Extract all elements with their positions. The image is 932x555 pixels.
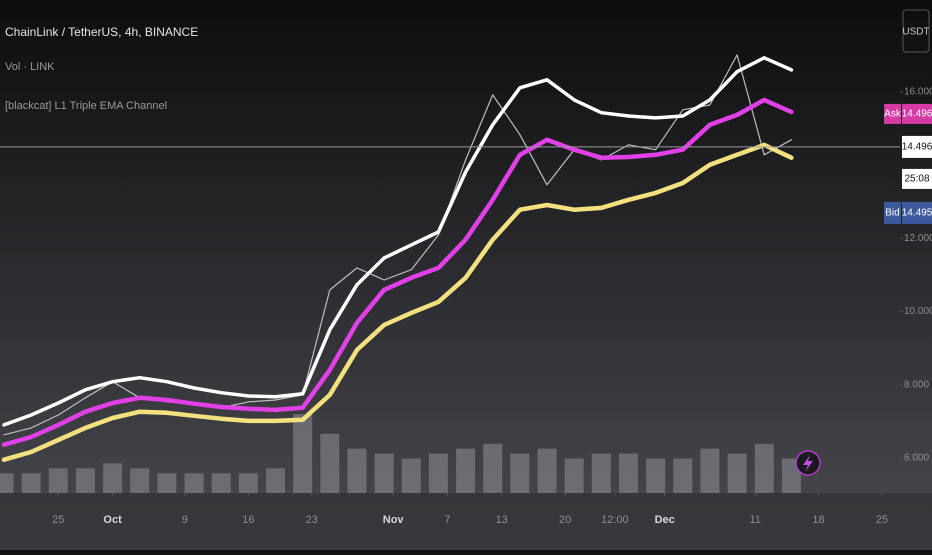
y-tick-label: 6.000 bbox=[904, 453, 929, 464]
volume-bar bbox=[483, 443, 503, 493]
ask-label-box bbox=[884, 103, 901, 124]
countdown-box bbox=[902, 168, 932, 189]
volume-bar bbox=[130, 468, 150, 493]
x-tick-label: 18 bbox=[812, 514, 824, 526]
ema-line bbox=[1, 142, 794, 462]
indicator-label: [blackcat] L1 Triple EMA Channel bbox=[5, 100, 167, 112]
currency-label[interactable]: USDT bbox=[902, 27, 929, 38]
y-tick-label: 8.000 bbox=[904, 379, 929, 390]
volume-bar bbox=[347, 448, 367, 493]
alert-bolt bbox=[803, 455, 813, 472]
bid-value: 14.495 bbox=[902, 208, 932, 219]
volume-bar bbox=[21, 473, 41, 493]
volume-bar bbox=[211, 473, 231, 493]
volume-bar bbox=[401, 458, 421, 493]
volume-bar bbox=[754, 443, 774, 493]
x-tick-label: 7 bbox=[444, 514, 450, 526]
ask-label: Ask bbox=[884, 109, 902, 120]
axes: 6.000 8.000 10.000 12.000 16.000 25 Oct 9 16 23 No… bbox=[52, 87, 932, 526]
x-tick-label: 12:00 bbox=[601, 514, 629, 526]
volume-bar bbox=[293, 414, 313, 493]
volume-bar bbox=[646, 458, 666, 493]
x-tick-label: 20 bbox=[559, 514, 571, 526]
volume-bar bbox=[265, 468, 286, 493]
bid-value-box bbox=[902, 201, 932, 224]
ask-value-box bbox=[902, 103, 932, 124]
x-tick-label: 23 bbox=[306, 514, 318, 526]
countdown: 25:08 bbox=[904, 174, 929, 185]
volume-bar bbox=[184, 473, 204, 493]
volume-bar bbox=[510, 453, 530, 493]
volume-bar bbox=[618, 453, 638, 493]
volume-bar bbox=[456, 448, 476, 493]
y-tick-label: 10.000 bbox=[904, 306, 932, 317]
y-tick-label: 12.000 bbox=[904, 233, 932, 244]
chart-title: ChainLink / TetherUS, 4h, BINANCE bbox=[5, 25, 198, 39]
volume-label: Vol · LINK bbox=[5, 61, 55, 73]
bid-label: Bid bbox=[885, 208, 899, 219]
volume-bar bbox=[428, 453, 448, 493]
volume-bar bbox=[537, 448, 557, 493]
volume-bar bbox=[0, 473, 14, 493]
price-line bbox=[3, 54, 792, 436]
volume-bar bbox=[673, 458, 693, 493]
volume-bar bbox=[103, 463, 123, 493]
volume-bar bbox=[727, 453, 747, 493]
x-tick-label: 11 bbox=[749, 514, 760, 526]
x-tick-label: 25 bbox=[876, 514, 888, 526]
volume-bar bbox=[320, 433, 340, 493]
last-price-box bbox=[902, 135, 932, 158]
volume-bar bbox=[564, 458, 584, 493]
x-tick-label: 25 bbox=[52, 514, 64, 526]
x-tick-label: Dec bbox=[655, 514, 675, 526]
x-tick-label: Oct bbox=[103, 514, 122, 526]
last-price: 14.496 bbox=[902, 142, 932, 153]
volume-bar bbox=[374, 453, 394, 493]
ema-line bbox=[2, 56, 794, 427]
x-tick-label: 13 bbox=[496, 514, 508, 526]
bid-label-box bbox=[884, 201, 901, 224]
volume-bar bbox=[591, 453, 611, 493]
volume-bar bbox=[157, 473, 177, 493]
x-tick-label: 9 bbox=[182, 514, 188, 526]
y-tick-label: 16.000 bbox=[904, 87, 932, 98]
x-tick-label: Nov bbox=[383, 514, 405, 526]
volume-bar bbox=[48, 468, 68, 493]
currency-button[interactable] bbox=[902, 9, 930, 53]
x-tick-label: 16 bbox=[242, 514, 254, 526]
ask-value: 14.496 bbox=[902, 109, 932, 120]
plot-area bbox=[0, 54, 900, 493]
volume-bar bbox=[238, 473, 258, 493]
x-axis-band bbox=[0, 493, 932, 550]
volume-bar bbox=[700, 448, 720, 493]
volume-bar bbox=[75, 468, 95, 493]
ema-line bbox=[1, 97, 794, 447]
